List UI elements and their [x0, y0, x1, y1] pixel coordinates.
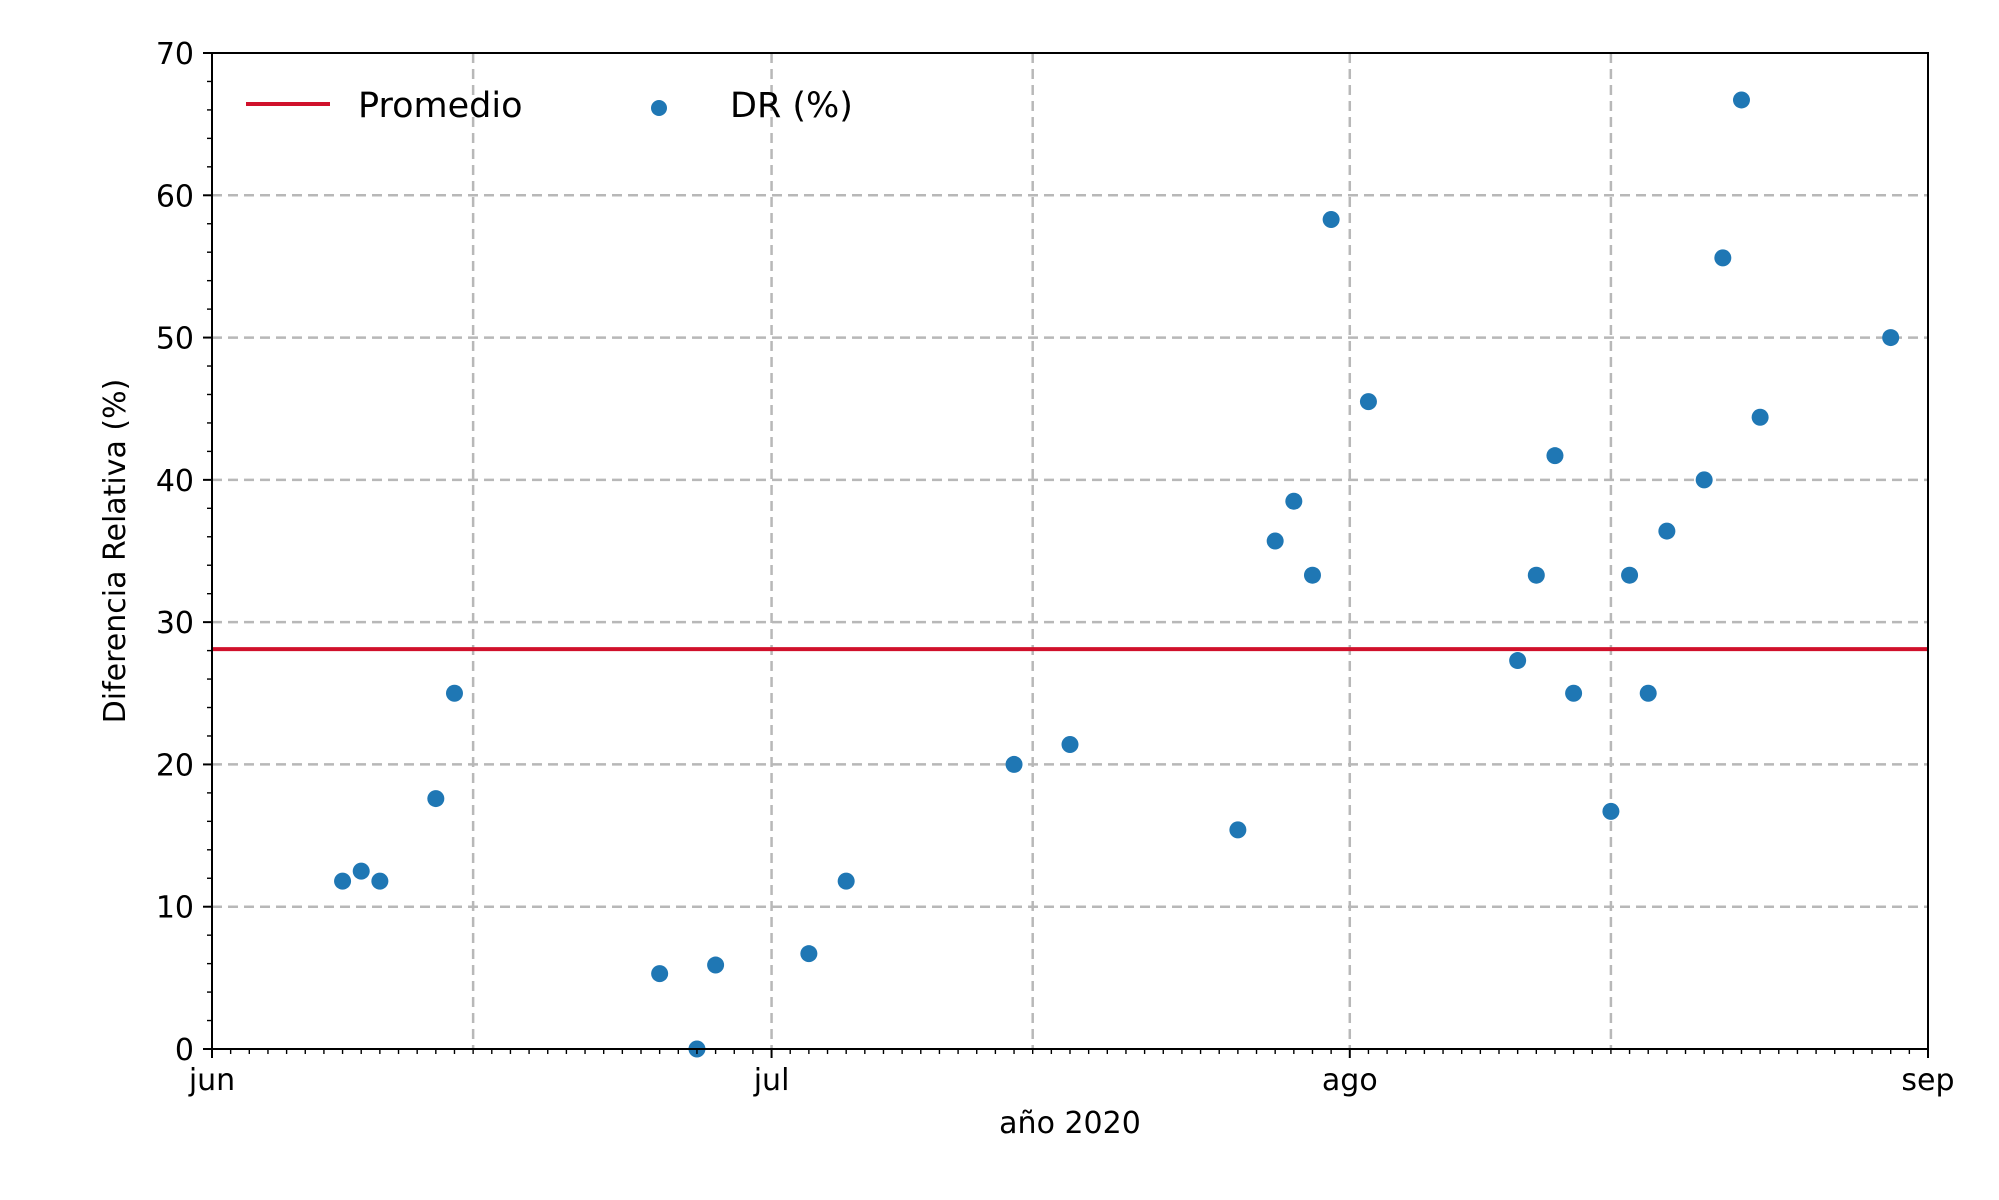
legend: Promedio DR (%)	[246, 86, 853, 126]
data-point	[1005, 755, 1023, 773]
data-point	[1658, 522, 1676, 540]
data-point	[1303, 566, 1321, 584]
data-point	[1621, 566, 1639, 584]
data-point	[1359, 393, 1377, 411]
data-point	[1882, 329, 1900, 347]
y-tick-label: 40	[156, 464, 194, 499]
y-tick-label: 60	[156, 179, 194, 214]
data-point	[1546, 447, 1564, 465]
data-point	[707, 956, 725, 974]
data-points-layer	[334, 91, 1900, 1058]
data-point	[1751, 408, 1769, 426]
x-tick-label: sep	[1901, 1063, 1954, 1098]
data-point	[1714, 249, 1732, 267]
y-tick-label: 20	[156, 748, 194, 783]
data-point	[1602, 802, 1620, 820]
y-tick-label: 70	[156, 37, 194, 72]
data-point	[371, 872, 389, 890]
data-point	[837, 872, 855, 890]
x-axis-title: año 2020	[999, 1106, 1141, 1141]
x-tick-label: ago	[1322, 1063, 1378, 1098]
ticks-layer: 0 10 20 30 40 50 60 70 jun jul ago sep	[156, 37, 1955, 1098]
data-point	[651, 965, 669, 983]
data-point	[1527, 566, 1545, 584]
data-point	[1322, 210, 1340, 228]
legend-dr-swatch	[651, 100, 667, 116]
y-axis-title: Diferencia Relativa (%)	[98, 379, 133, 724]
legend-dr-label: DR (%)	[730, 86, 853, 126]
data-point	[1565, 684, 1583, 702]
data-point	[1266, 532, 1284, 550]
data-point	[445, 684, 463, 702]
data-point	[1285, 492, 1303, 510]
legend-promedio-label: Promedio	[358, 86, 523, 126]
data-point	[1229, 821, 1247, 839]
grid-layer	[212, 53, 1928, 1049]
x-tick-label: jul	[753, 1063, 790, 1098]
y-tick-label: 30	[156, 606, 194, 641]
data-point	[1639, 684, 1657, 702]
data-point	[427, 790, 445, 808]
data-point	[334, 872, 352, 890]
data-point	[1732, 91, 1750, 109]
data-point	[1509, 652, 1527, 670]
y-tick-label: 50	[156, 322, 194, 357]
y-tick-label: 10	[156, 891, 194, 926]
data-point	[800, 945, 818, 963]
plot-frame	[211, 52, 1929, 1050]
data-point	[1695, 471, 1713, 489]
data-point	[1061, 736, 1079, 754]
y-tick-label: 0	[175, 1033, 194, 1068]
x-tick-label: jun	[188, 1063, 235, 1098]
data-point	[352, 862, 370, 880]
